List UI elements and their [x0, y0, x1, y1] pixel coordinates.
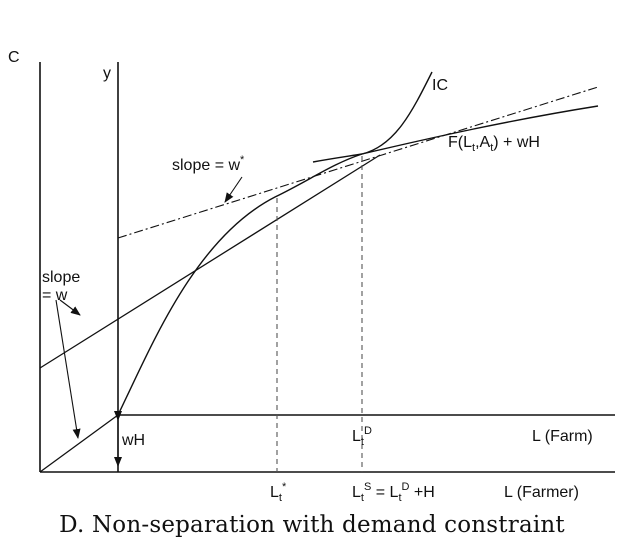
production-label: F(Lt,At) + wH [448, 134, 540, 154]
slope-wstar-arrow [224, 176, 243, 203]
l-farmer-label: L (Farmer) [504, 484, 579, 501]
figure-caption: D. Non-separation with demand constraint [59, 512, 565, 538]
slope-wstar-label: slope = w* [172, 154, 245, 174]
slope-w-arrow-lower [55, 299, 81, 439]
lt-star-label: Lt* [270, 481, 287, 504]
wage-line-lower [39, 414, 119, 473]
indifference-curve [312, 71, 433, 163]
slope-w-label-line1: slope [42, 269, 80, 286]
wage-line-upper [39, 154, 381, 369]
l-farm-label: L (Farm) [532, 428, 593, 445]
tangent-line-wstar [117, 86, 599, 239]
ic-label: IC [432, 77, 448, 94]
lts-equation-label: LtS = LtD +H [352, 481, 435, 504]
c-axis-label: C [8, 49, 20, 66]
y-axis-label: y [103, 65, 111, 82]
wh-label: wH [121, 432, 145, 449]
slope-w-label-line2: = w [42, 287, 68, 304]
ltd-label: LtD [352, 425, 372, 448]
slope-w-arrow-upper [59, 299, 81, 316]
production-curve [117, 105, 599, 416]
